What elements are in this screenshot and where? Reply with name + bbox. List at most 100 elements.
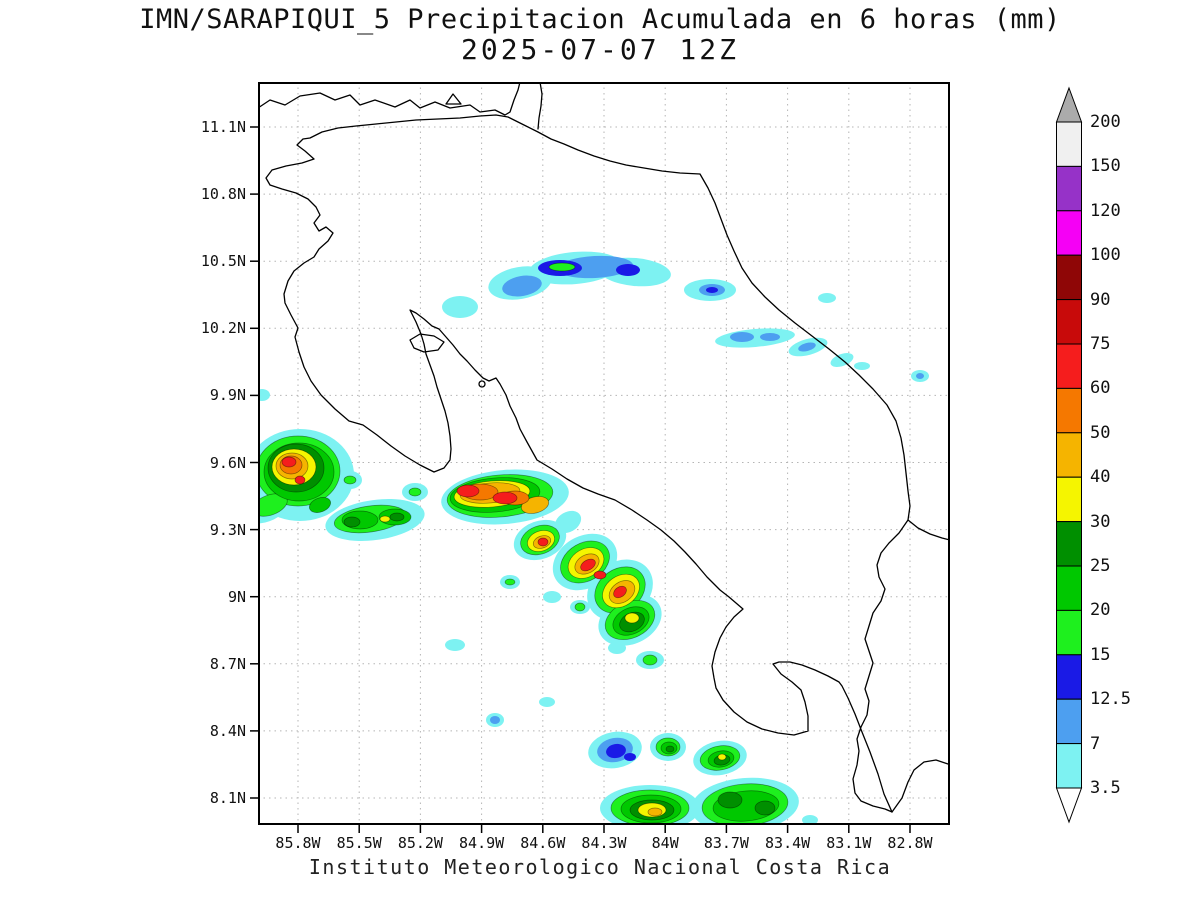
legend-value-label: 25 xyxy=(1090,556,1111,576)
lon-tick-label: 83.1W xyxy=(826,834,872,852)
precip-cell xyxy=(456,484,480,498)
coast-path xyxy=(265,114,911,813)
coast-path xyxy=(409,333,445,353)
precip-cell xyxy=(408,487,422,497)
colorbar-segment xyxy=(1056,609,1082,656)
lon-tick-label: 85.2W xyxy=(397,834,443,852)
legend-value-label: 120 xyxy=(1090,200,1121,221)
legend-value-label: 15 xyxy=(1090,644,1111,665)
precip-cell xyxy=(504,578,516,586)
lon-tick-label: 84.6W xyxy=(520,834,566,852)
lon-tick-label: 85.5W xyxy=(336,834,382,852)
map-frame xyxy=(258,82,950,825)
lat-tick-label: 9.3N xyxy=(209,520,246,539)
coast-path xyxy=(478,380,486,388)
lat-tick-label: 10.8N xyxy=(200,185,246,204)
legend-value-label: 3.5 xyxy=(1090,778,1121,798)
precip-cell xyxy=(754,800,776,816)
legend-value-label: 200 xyxy=(1090,112,1121,132)
colorbar-segment xyxy=(1056,743,1082,789)
precip-cell xyxy=(608,642,626,654)
precip-cell xyxy=(624,753,636,761)
precip-cell xyxy=(665,745,675,753)
page-title: IMN/SARAPIQUI_5 Precipitacion Acumulada … xyxy=(139,4,1061,35)
precip-cell xyxy=(442,296,478,318)
legend-value-label: 12.5 xyxy=(1090,689,1131,710)
coast-path xyxy=(258,82,521,116)
legend-value-label: 60 xyxy=(1090,378,1111,399)
precip-cell xyxy=(502,275,542,297)
colorbar-canvas xyxy=(1055,86,1083,824)
lat-tick-label: 8.1N xyxy=(209,789,246,807)
colorbar-top-triangle xyxy=(1055,86,1083,123)
precip-cell xyxy=(281,456,297,468)
precip-cell xyxy=(760,333,780,341)
footer-text: Instituto Meteorologico Nacional Costa R… xyxy=(308,855,892,879)
precipitation-map xyxy=(250,82,950,833)
precip-cell xyxy=(647,807,663,817)
colorbar-segment xyxy=(1056,254,1082,301)
precip-cell xyxy=(490,716,500,724)
precip-cell xyxy=(717,791,743,809)
legend-value-label: 50 xyxy=(1090,422,1111,443)
precip-cell xyxy=(916,373,924,379)
precip-cell xyxy=(520,496,550,514)
colorbar-segment xyxy=(1056,432,1082,478)
colorbar-segment xyxy=(1056,654,1082,700)
precip-cell xyxy=(613,585,627,599)
precip-cell xyxy=(343,475,357,485)
colorbar-segment xyxy=(1056,565,1082,611)
precip-cell xyxy=(445,639,465,651)
precip-cell xyxy=(543,591,561,603)
legend-value-label: 40 xyxy=(1090,467,1111,488)
precip-cell xyxy=(730,332,754,342)
map-canvas xyxy=(250,82,950,833)
lon-tick-label: 82.8W xyxy=(887,834,933,852)
lon-tick-label: 83.7W xyxy=(703,834,749,852)
coast-path xyxy=(891,759,949,813)
precip-cell xyxy=(624,612,640,624)
lat-tick-label: 10.2N xyxy=(200,319,246,338)
colorbar-bottom-triangle xyxy=(1055,787,1083,824)
precip-cell xyxy=(343,516,361,528)
precip-cell xyxy=(389,512,405,522)
precip-cell xyxy=(854,362,870,370)
colorbar-segment xyxy=(1056,698,1082,745)
colorbar-segment xyxy=(1056,121,1082,167)
precip-cell xyxy=(294,475,306,485)
lon-tick-label: 84.3W xyxy=(581,834,627,852)
precip-cell xyxy=(593,570,607,580)
axis-ticks xyxy=(250,126,911,833)
lon-tick-label: 85.8W xyxy=(275,834,321,852)
precip-cell xyxy=(539,697,555,707)
precip-cell xyxy=(548,262,576,272)
lat-tick-label: 8.4N xyxy=(209,721,246,740)
coastline xyxy=(258,82,950,813)
precip-cell xyxy=(492,491,518,505)
lon-tick-label: 83.4W xyxy=(765,834,811,852)
grid-lines xyxy=(258,82,950,825)
lat-tick-label: 9.6N xyxy=(209,453,246,472)
colorbar-segment xyxy=(1056,343,1082,389)
legend-value-label: 30 xyxy=(1090,511,1111,532)
page-subtitle: 2025-07-07 12Z xyxy=(460,33,739,66)
precip-cell xyxy=(616,264,640,276)
lon-tick-label: 84W xyxy=(651,834,679,852)
colorbar-segment xyxy=(1056,210,1082,256)
legend-value-label: 7 xyxy=(1090,733,1101,754)
lat-tick-label: 9.9N xyxy=(209,386,246,405)
lat-tick-label: 10.5N xyxy=(200,252,246,271)
legend-value-label: 75 xyxy=(1090,334,1111,354)
coast-path xyxy=(445,93,462,105)
legend-value-label: 90 xyxy=(1090,289,1111,310)
coast-path xyxy=(537,82,543,130)
precip-cell xyxy=(537,537,549,547)
precip-cell xyxy=(574,602,586,612)
lon-tick-label: 84.9W xyxy=(459,834,505,852)
colorbar xyxy=(1055,86,1083,824)
colorbar-segment xyxy=(1056,299,1082,345)
coast-path xyxy=(907,519,950,541)
precip-cell xyxy=(802,815,818,825)
colorbar-segment xyxy=(1056,165,1082,212)
